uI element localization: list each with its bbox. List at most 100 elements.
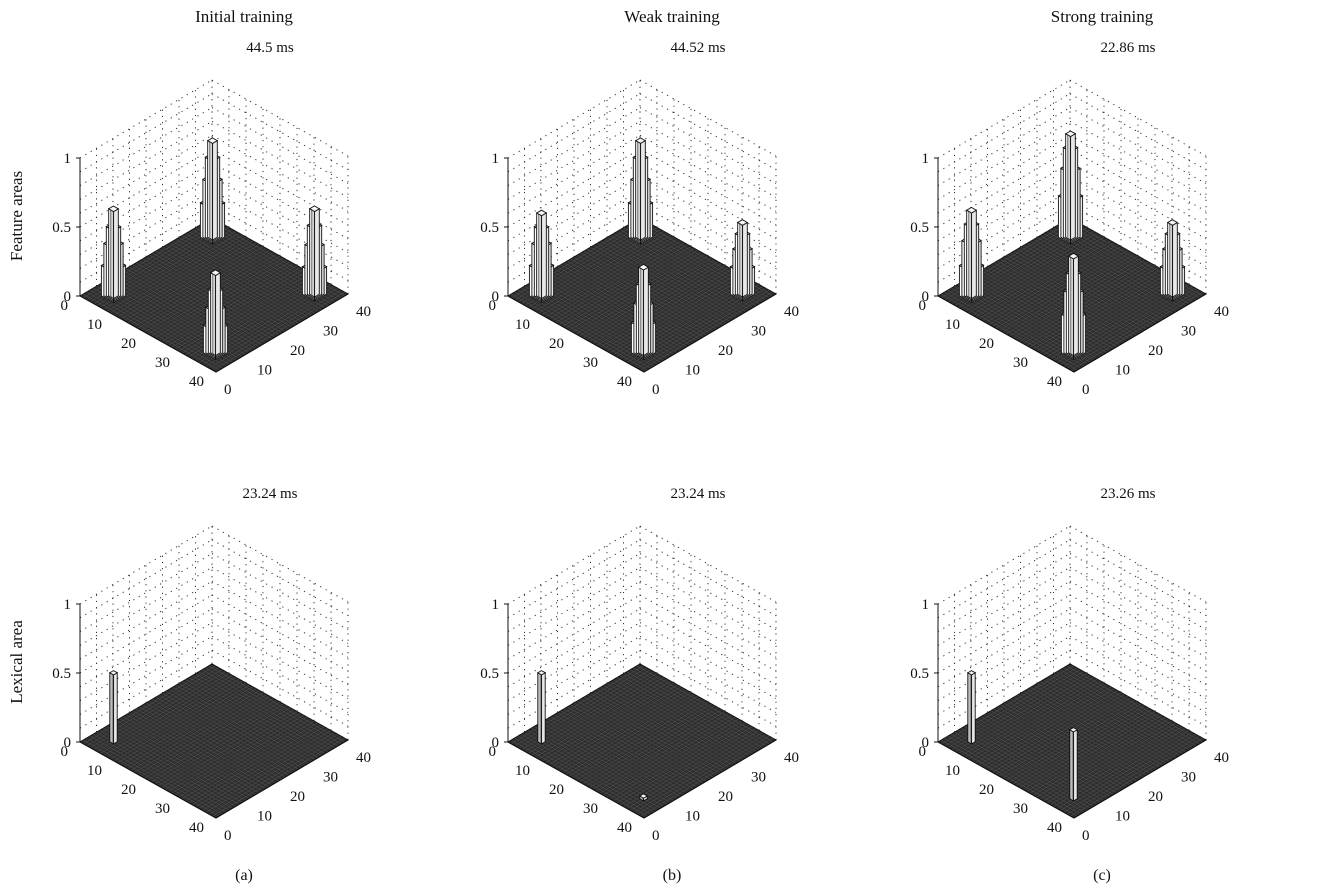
mesh-line bbox=[630, 732, 763, 811]
x-tick-label: 0 bbox=[224, 828, 232, 844]
mesh-line bbox=[192, 726, 325, 805]
mesh-line bbox=[592, 265, 726, 344]
grid-line bbox=[507, 635, 641, 715]
y-tick-label: 10 bbox=[945, 317, 960, 333]
mesh-line bbox=[1066, 665, 1203, 743]
grid-line bbox=[639, 635, 777, 713]
mesh-line bbox=[1059, 669, 1197, 747]
x-tick-label: 0 bbox=[652, 828, 660, 844]
mesh-line bbox=[1036, 683, 1174, 760]
mesh-line bbox=[159, 248, 296, 326]
mesh-line bbox=[1022, 265, 1156, 344]
grid-line bbox=[639, 580, 777, 658]
z-tick-label: 0.5 bbox=[910, 220, 929, 236]
mesh-line bbox=[1043, 233, 1180, 310]
grid-line bbox=[507, 107, 641, 187]
bar-face bbox=[1065, 133, 1072, 241]
grid-line bbox=[639, 553, 777, 631]
y-tick-label: 20 bbox=[121, 336, 136, 352]
mesh-line bbox=[154, 705, 287, 785]
mesh-line bbox=[603, 239, 740, 316]
grid-line bbox=[639, 79, 777, 157]
mesh-line bbox=[1043, 679, 1180, 756]
grid-line bbox=[211, 525, 349, 603]
x-tick-label: 10 bbox=[685, 809, 700, 825]
grid-line bbox=[507, 93, 641, 173]
mesh-line bbox=[198, 671, 335, 749]
surface-mesh bbox=[83, 665, 345, 817]
mesh-line bbox=[590, 693, 727, 770]
mesh-line bbox=[626, 730, 760, 809]
mesh-line bbox=[636, 665, 773, 743]
mesh-line bbox=[1036, 272, 1169, 352]
bar-face bbox=[638, 266, 645, 357]
bar-face bbox=[541, 212, 547, 300]
grid-line bbox=[1069, 134, 1207, 212]
y-tick-label: 20 bbox=[121, 782, 136, 798]
mesh-line bbox=[198, 730, 332, 809]
y-tick-label: 10 bbox=[945, 763, 960, 779]
mesh-line bbox=[172, 241, 309, 318]
mesh-line bbox=[1046, 724, 1179, 804]
mesh-line bbox=[596, 267, 729, 346]
grid-line bbox=[639, 162, 777, 240]
grid-line bbox=[639, 107, 777, 185]
panel-title: 44.5 ms bbox=[246, 40, 294, 56]
x-tick-label: 20 bbox=[290, 343, 305, 359]
grid-line bbox=[79, 539, 213, 619]
mesh-line bbox=[171, 269, 304, 348]
mesh-line bbox=[181, 720, 315, 800]
mesh-line bbox=[195, 728, 328, 807]
grid-line bbox=[507, 525, 641, 605]
mesh-line bbox=[182, 235, 319, 312]
mesh-line bbox=[583, 696, 721, 774]
grid-line bbox=[937, 107, 1071, 187]
grid-line bbox=[79, 635, 213, 715]
x-tick-label: 10 bbox=[257, 363, 272, 379]
grid-line bbox=[639, 203, 777, 281]
y-tick-label: 0 bbox=[489, 298, 497, 314]
mesh-line bbox=[145, 702, 283, 780]
mesh-line bbox=[586, 707, 719, 786]
grid-line bbox=[211, 162, 349, 240]
grid-line bbox=[507, 594, 641, 674]
x-tick-label: 40 bbox=[784, 304, 799, 320]
mesh-line bbox=[587, 248, 724, 326]
mesh-line bbox=[192, 675, 329, 752]
mesh-line bbox=[1026, 267, 1159, 346]
grid-line bbox=[211, 553, 349, 631]
grid-line bbox=[1069, 594, 1207, 672]
mesh-line bbox=[158, 261, 291, 340]
panel-label-a: (a) bbox=[235, 867, 253, 884]
grid-line bbox=[1069, 649, 1207, 727]
mesh-line bbox=[165, 691, 302, 768]
grid-line bbox=[211, 608, 349, 686]
mesh-line bbox=[1022, 711, 1156, 790]
column-title-a: Initial training bbox=[195, 7, 293, 26]
x-tick-label: 20 bbox=[718, 343, 733, 359]
grid-line bbox=[937, 566, 1071, 646]
grid-line bbox=[1069, 553, 1207, 631]
grid-line bbox=[507, 120, 641, 200]
grid-line bbox=[79, 162, 213, 242]
bar-top bbox=[1064, 130, 1077, 138]
mesh-line bbox=[1043, 722, 1176, 802]
mesh-line bbox=[1053, 673, 1190, 750]
z-tick-label: 1 bbox=[922, 151, 930, 167]
y-tick-label: 0 bbox=[489, 744, 497, 760]
grid-line bbox=[211, 594, 349, 672]
mesh-line bbox=[175, 239, 312, 316]
grid-line bbox=[1069, 176, 1207, 254]
mesh-line bbox=[580, 698, 717, 776]
x-tick-label: 40 bbox=[1214, 304, 1229, 320]
mesh-line bbox=[185, 233, 322, 310]
mesh-line bbox=[589, 709, 722, 788]
grid-line bbox=[507, 608, 641, 688]
grid-line bbox=[937, 553, 1071, 633]
grid-line bbox=[937, 120, 1071, 200]
mesh-line bbox=[593, 245, 730, 322]
mesh-line bbox=[188, 231, 326, 308]
grid-line bbox=[507, 649, 641, 729]
z-tick-label: 0.5 bbox=[52, 220, 71, 236]
